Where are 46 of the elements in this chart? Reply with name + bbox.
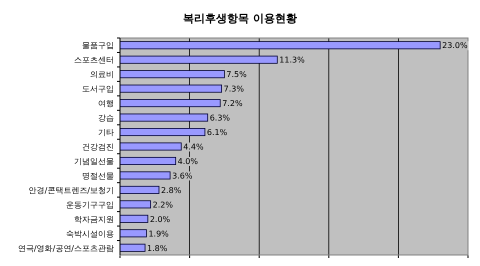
data-label: 2.0% xyxy=(150,214,171,224)
bar xyxy=(120,56,278,64)
data-label: 7.2% xyxy=(222,99,243,108)
bar xyxy=(120,200,152,208)
data-label: 1.9% xyxy=(148,229,170,238)
data-label: 1.8% xyxy=(147,244,168,253)
y-tick-label: 스포츠센터 xyxy=(74,56,114,65)
y-tick-label: 물품구입 xyxy=(82,41,114,50)
bar xyxy=(120,244,146,252)
bar xyxy=(120,171,171,180)
chart-title: 복리후생항목 이용현황 xyxy=(183,12,297,25)
bar xyxy=(120,156,176,165)
bar xyxy=(120,128,206,136)
y-tick-label: 건강검진 xyxy=(82,142,114,152)
bar xyxy=(120,142,182,151)
y-tick-label: 여행 xyxy=(98,99,114,108)
y-tick-label: 연극/영화/공연/스포츠관람 xyxy=(18,244,114,253)
y-tick-label: 숙박시설이용 xyxy=(66,229,114,238)
y-tick-label: 학자금지원 xyxy=(74,214,114,224)
data-label: 2.8% xyxy=(160,186,182,195)
y-tick-label: 기타 xyxy=(98,128,114,138)
bar xyxy=(120,41,441,50)
data-label: 6.3% xyxy=(210,114,230,123)
data-label: 4.0% xyxy=(178,156,198,166)
y-tick-label: 운동기구구입 xyxy=(66,200,114,210)
data-label: 11.3% xyxy=(279,56,306,65)
data-label: 4.4% xyxy=(183,142,204,152)
bar xyxy=(120,214,148,223)
y-tick-label: 기념일선물 xyxy=(74,156,114,166)
y-tick-label: 의료비 xyxy=(90,70,114,80)
data-label: 6.1% xyxy=(206,128,228,138)
bar xyxy=(120,229,147,238)
y-tick-label: 명절선물 xyxy=(82,171,114,180)
bar xyxy=(120,99,221,108)
bar xyxy=(120,84,222,93)
data-label: 2.2% xyxy=(152,200,174,210)
y-tick-label: 강습 xyxy=(98,114,114,123)
y-tick-label: 도서구입 xyxy=(82,84,114,94)
data-label: 23.0% xyxy=(442,41,468,50)
bar xyxy=(120,186,160,194)
y-tick-label: 안경/콘택트렌즈/보청기 xyxy=(28,186,114,195)
bar xyxy=(120,70,225,78)
data-label: 7.5% xyxy=(226,70,248,80)
bar xyxy=(120,114,208,122)
data-label: 3.6% xyxy=(172,171,193,180)
data-label: 7.3% xyxy=(224,84,244,94)
